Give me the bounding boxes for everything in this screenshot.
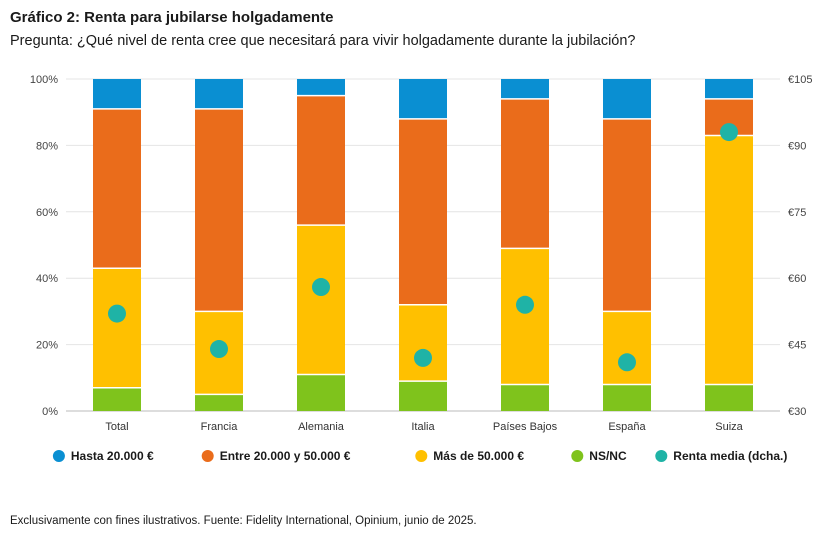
bar-segment [93,387,141,411]
category-label: Alemania [298,421,345,433]
right-axis-tick-label: €30 [788,406,806,418]
stacked-bar-chart: 0% 20% 40% 60% 80% 100% €30 €45 €60 €75 €90 €105 Tot… [30,74,813,463]
bar-segment [501,248,549,385]
bar-segment [705,384,753,411]
renta-media-marker [618,353,636,372]
legend-marker [201,450,214,462]
bar-segment [501,98,549,249]
chart-title: Gráfico 2: Renta para jubilarse holgadam… [10,9,334,26]
bar-segment [297,79,345,96]
bar-segment [399,79,447,119]
right-axis-tick-label: €105 [788,74,812,86]
right-axis-tick-label: €90 [788,140,806,152]
bar-segment [399,304,447,382]
renta-media-marker [720,123,738,142]
category-label: Países Bajos [493,421,558,433]
bar-segment [603,79,651,119]
bar-segment [297,225,345,375]
renta-media-marker [312,278,330,297]
legend-label: NS/NC [589,449,627,463]
legend-label: Más de 50.000 € [433,449,524,463]
category-label: Francia [201,421,239,433]
category-label: Total [105,421,128,433]
renta-media-marker [516,295,534,314]
category-label: Italia [411,421,435,433]
bar-segment [603,118,651,312]
category-label: España [608,421,646,433]
category-label: Suiza [715,421,743,433]
bar-segment [399,381,447,411]
bar-segment [603,384,651,411]
renta-media-marker [414,348,432,367]
bar-segment [603,311,651,385]
renta-media-marker [210,340,228,359]
left-axis-tick-label: 40% [36,273,58,285]
bar-segment [297,95,345,226]
bar-segment [195,108,243,312]
right-axis-tick-label: €60 [788,273,806,285]
legend-label: Entre 20.000 y 50.000 € [220,449,351,463]
bar-segment [399,118,447,305]
legend-marker [52,450,65,462]
bar-segment [501,384,549,411]
legend-label: Hasta 20.000 € [71,449,154,463]
legend-marker [571,450,584,462]
left-axis-tick-label: 0% [42,406,58,418]
bar-segment [195,79,243,109]
left-axis-tick-label: 100% [30,74,58,86]
bar-segment [93,268,141,388]
chart-subtitle: Pregunta: ¿Qué nivel de renta cree que n… [10,33,636,49]
right-axis-tick-label: €45 [788,340,806,352]
bar-segment [501,79,549,99]
bar-segment [705,79,753,99]
right-axis-tick-label: €75 [788,207,806,219]
bar-segment [93,79,141,109]
left-axis-tick-label: 60% [36,207,58,219]
legend-marker [415,450,428,462]
left-axis-tick-label: 80% [36,140,58,152]
bar-segment [297,374,345,411]
source-footnote: Exclusivamente con fines ilustrativos. F… [10,515,477,527]
bar-segment [195,394,243,411]
legend-marker [655,450,668,462]
renta-media-marker [108,304,126,323]
bar-segment [705,135,753,385]
legend-label: Renta media (dcha.) [673,449,787,463]
left-axis-tick-label: 20% [36,340,58,352]
bar-segment [93,108,141,269]
